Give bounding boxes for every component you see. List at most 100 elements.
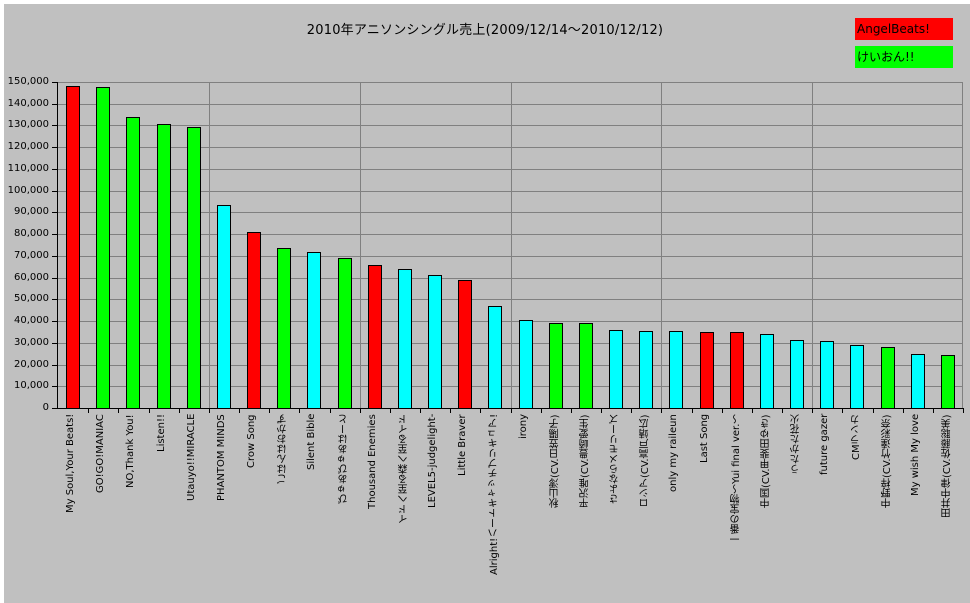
- y-tick-label: 70,000: [14, 249, 49, 261]
- legend-label: AngelBeats!: [857, 22, 930, 36]
- chart-title: 2010年アニソンシングル売上(2009/12/14～2010/12/12): [306, 23, 664, 38]
- x-tick-label: LEVEL5-judgelight-: [427, 414, 441, 594]
- gridline-horizontal: [58, 255, 963, 257]
- bar[interactable]: [519, 320, 533, 408]
- bar[interactable]: [157, 124, 171, 408]
- category-label: Utauyo!!MIRACLE: [186, 414, 197, 502]
- x-tick-label: future gazer: [819, 414, 833, 594]
- gridline-horizontal: [58, 103, 963, 105]
- y-tick-label: 130,000: [7, 119, 49, 131]
- bar[interactable]: [126, 117, 140, 408]
- x-tick: [390, 408, 391, 413]
- x-tick: [88, 408, 89, 413]
- bar[interactable]: [941, 355, 955, 408]
- bar[interactable]: [247, 232, 261, 408]
- category-label: CMランカ: [851, 414, 862, 460]
- bar[interactable]: [277, 248, 291, 408]
- x-tick-label: NO,Thank You!: [125, 414, 139, 594]
- y-tick: [52, 234, 58, 236]
- bar[interactable]: [669, 331, 683, 408]
- bar[interactable]: [820, 341, 834, 408]
- x-tick: [480, 408, 481, 413]
- bar[interactable]: [760, 334, 774, 408]
- x-tick: [299, 408, 300, 413]
- bar[interactable]: [96, 87, 110, 408]
- gridline-horizontal: [58, 364, 963, 366]
- x-tick: [692, 408, 693, 413]
- x-tick-label: 秋山澪(CV.日笠陽子): [548, 414, 562, 594]
- bar[interactable]: [911, 354, 925, 408]
- bar[interactable]: [66, 86, 80, 408]
- x-tick-label: 平沢唯(CV.豊崎愛生): [578, 414, 592, 594]
- bar[interactable]: [549, 323, 563, 408]
- gridline-horizontal: [58, 190, 963, 192]
- category-label: PHANTOM MINDS: [216, 414, 227, 501]
- gridline-horizontal: [58, 277, 963, 279]
- y-tick-label: 30,000: [14, 336, 49, 348]
- bar[interactable]: [307, 252, 321, 408]
- category-label: Alright!ハートキャッチプリキュア!: [489, 414, 500, 576]
- y-tick: [52, 212, 58, 214]
- y-tick-label: 140,000: [7, 97, 49, 109]
- bar[interactable]: [217, 205, 231, 408]
- x-tick-label: Crow Song: [246, 414, 260, 594]
- x-tick: [631, 408, 632, 413]
- x-tick: [903, 408, 904, 413]
- category-label: GO!GO!MANIAC: [95, 414, 106, 493]
- plot-area: 0 10,000 20,000 30,000 40,000 50,000 60,000 70,…: [8, 76, 964, 413]
- y-tick-label: 100,000: [7, 184, 49, 196]
- gridline-horizontal: [58, 212, 963, 214]
- category-label: イドへ至る森へ至るイド: [399, 414, 410, 524]
- gridline-vertical: [511, 82, 512, 408]
- bar[interactable]: [428, 275, 442, 408]
- x-tick: [722, 408, 723, 413]
- bar[interactable]: [398, 269, 412, 408]
- x-tick-label: Alright!ハートキャッチプリキュア!: [487, 414, 501, 594]
- bar[interactable]: [639, 331, 653, 408]
- x-tick-label: 田井中律(CV.佐藤聡美): [940, 414, 954, 594]
- bar[interactable]: [579, 323, 593, 408]
- category-label: 中国(CV.甲斐田ゆき): [761, 414, 772, 508]
- category-label: Little Braver: [457, 414, 468, 476]
- y-tick-label: 120,000: [7, 141, 49, 153]
- gridline-horizontal: [58, 299, 963, 301]
- x-tick: [450, 408, 451, 413]
- bar[interactable]: [338, 258, 352, 408]
- gridline-horizontal: [58, 321, 963, 323]
- category-label: future gazer: [819, 414, 830, 476]
- gridline-vertical: [661, 82, 662, 408]
- category-label: ごはんはおかず: [278, 414, 289, 484]
- y-tick: [52, 342, 58, 344]
- gridline-vertical: [360, 82, 361, 408]
- bar[interactable]: [368, 265, 382, 408]
- bar[interactable]: [850, 345, 864, 408]
- x-tick-label: Listen!!: [156, 414, 170, 594]
- x-tick: [541, 408, 542, 413]
- legend-item-keion: けいおん!!: [855, 46, 953, 68]
- x-tick-label: My Soul,Your Beats!: [65, 414, 79, 594]
- bar[interactable]: [187, 127, 201, 408]
- bar[interactable]: [700, 332, 714, 408]
- x-tick: [661, 408, 662, 413]
- y-tick: [52, 408, 58, 409]
- category-label: Silent Bible: [306, 414, 317, 471]
- x-tick: [269, 408, 270, 413]
- bar[interactable]: [790, 340, 804, 408]
- x-tick-label: Last Song: [699, 414, 713, 594]
- bar[interactable]: [488, 306, 502, 408]
- y-tick-label: 80,000: [14, 228, 49, 240]
- x-tick-label: irony: [518, 414, 532, 594]
- category-label: 平沢唯(CV.豊崎愛生): [580, 414, 591, 508]
- bar[interactable]: [458, 280, 472, 408]
- x-tick-label: only my raileun: [668, 414, 682, 594]
- x-tick: [209, 408, 210, 413]
- x-tick: [420, 408, 421, 413]
- bar[interactable]: [609, 330, 623, 408]
- x-tick: [571, 408, 572, 413]
- bar[interactable]: [881, 347, 895, 408]
- category-label: 田井中律(CV.佐藤聡美): [942, 414, 953, 518]
- y-tick: [52, 147, 58, 149]
- bar[interactable]: [730, 332, 744, 408]
- y-tick: [52, 168, 58, 170]
- category-label: LEVEL5-judgelight-: [427, 414, 438, 509]
